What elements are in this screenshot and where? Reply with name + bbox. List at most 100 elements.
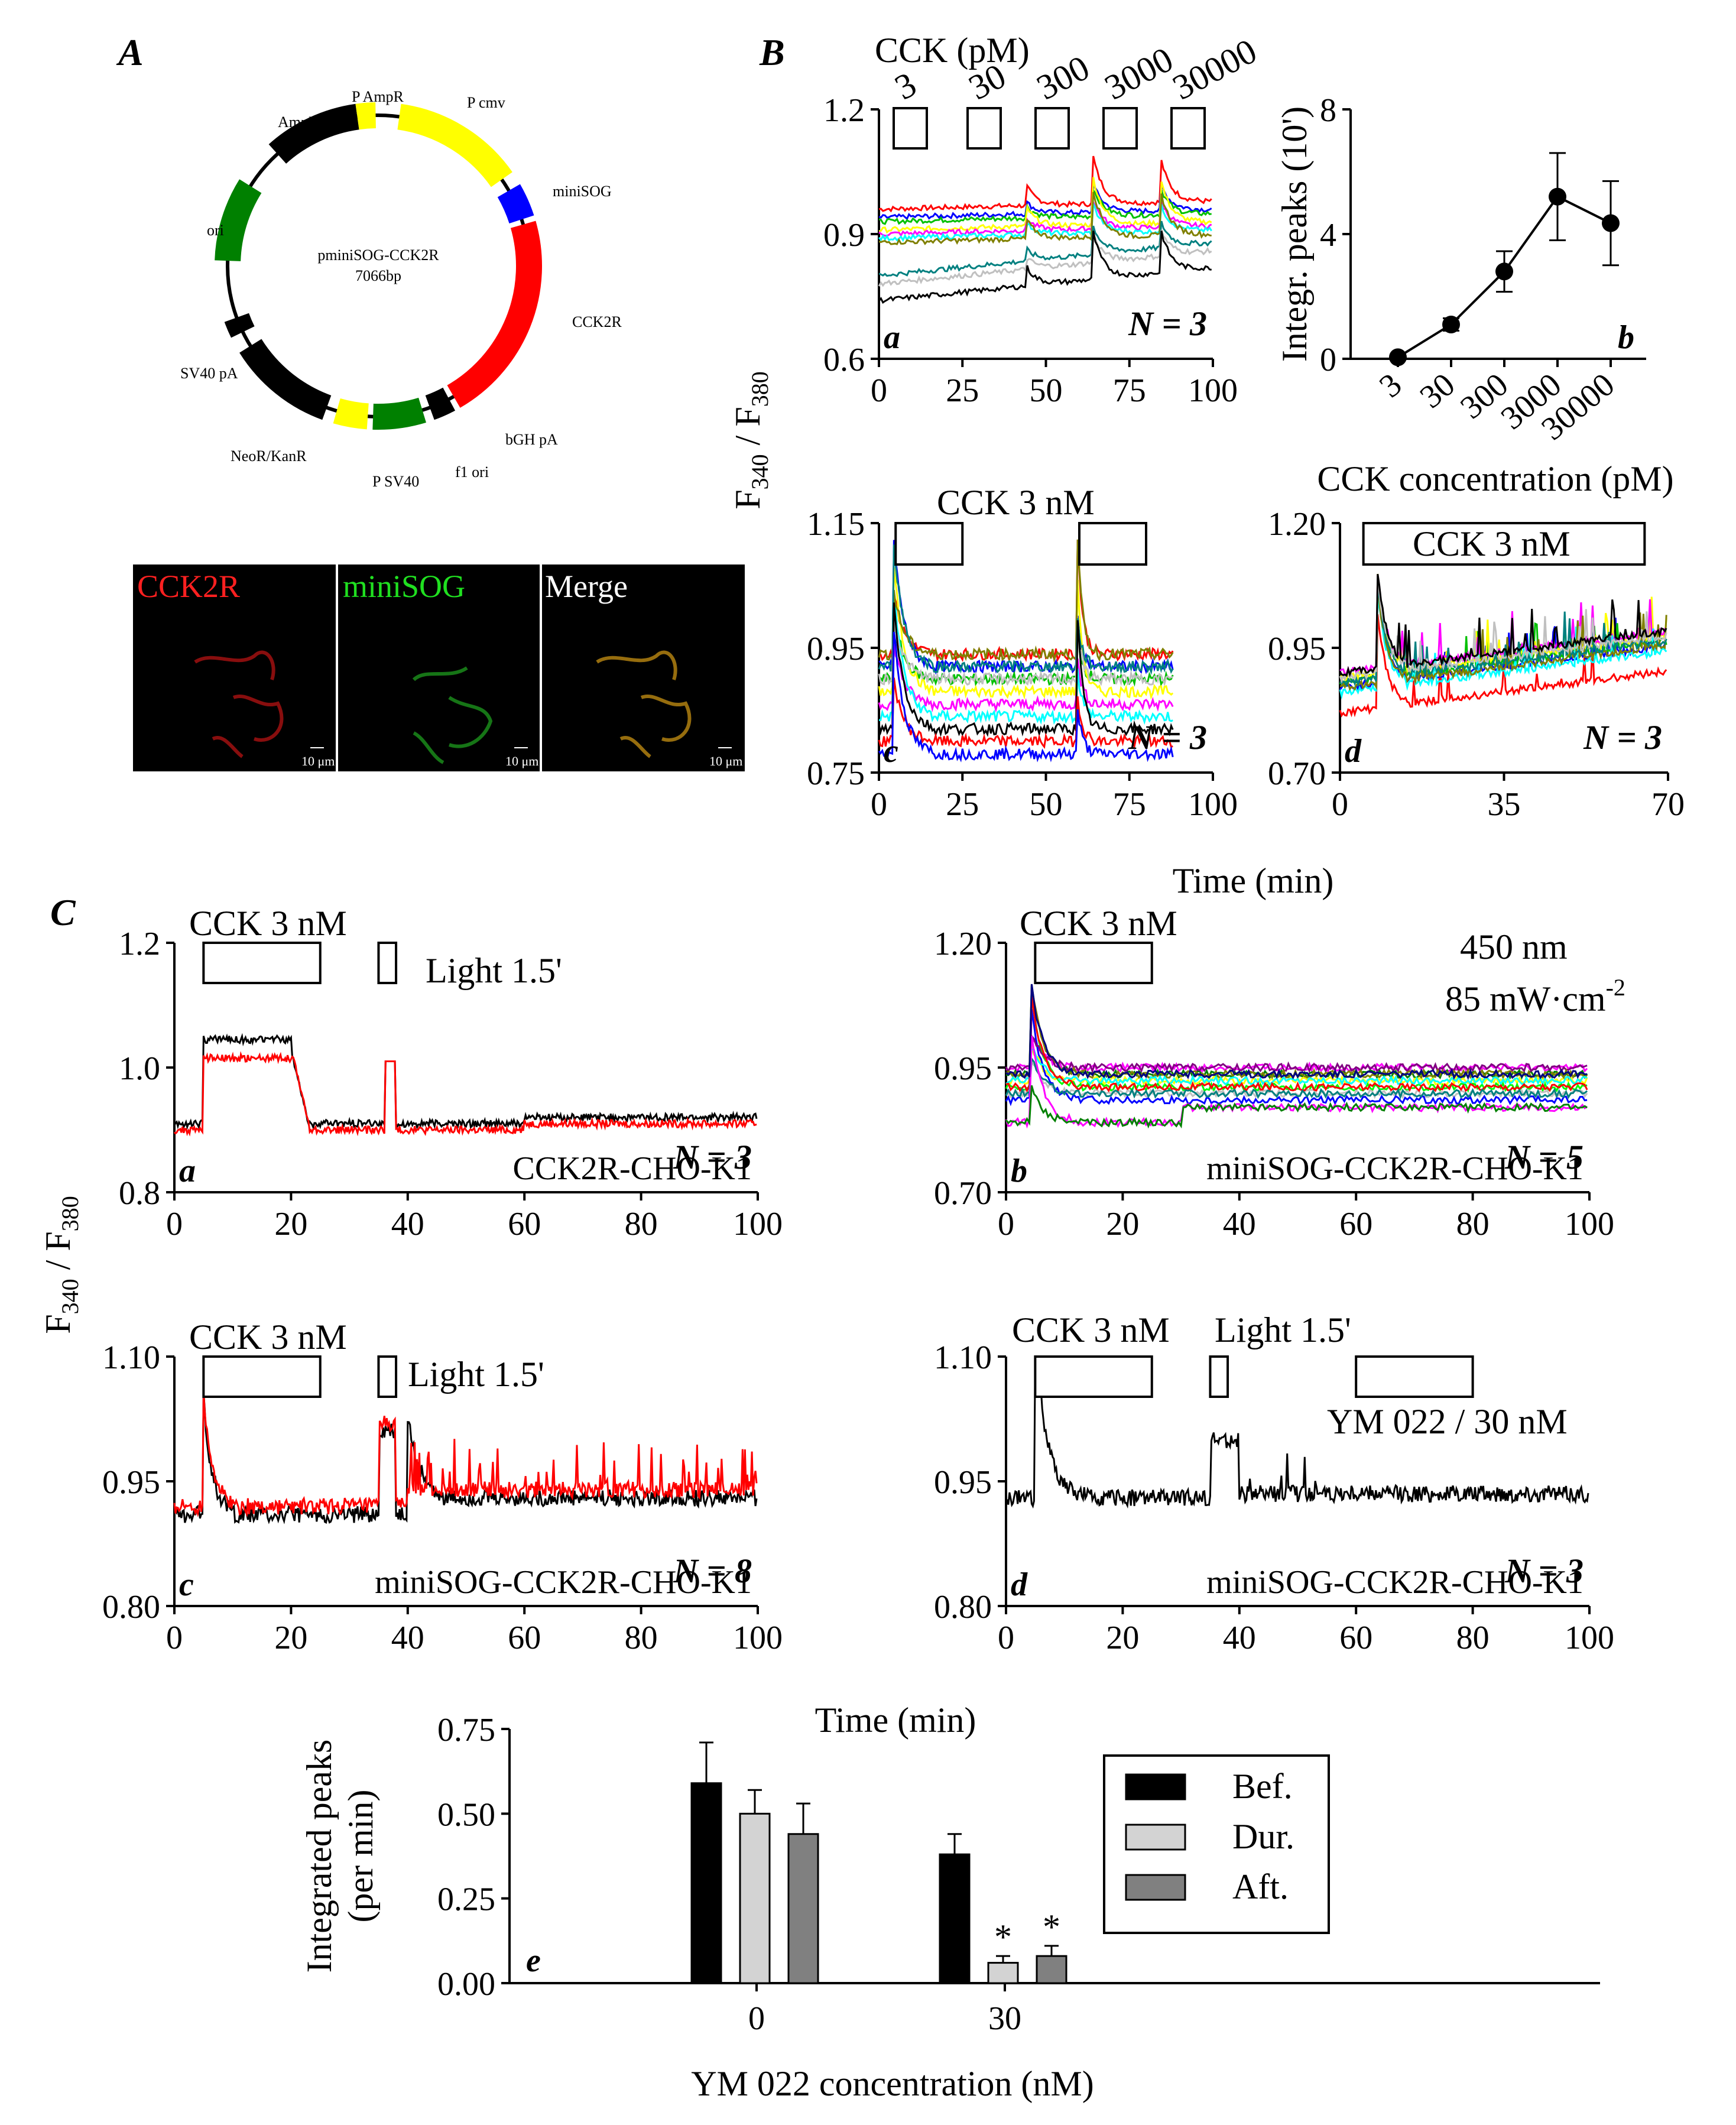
micrograph-label-cck2r: CCK2R [137,569,240,604]
annotation: CCK 3 nM [937,483,1095,522]
trace-9 [1339,573,1667,677]
trace-8 [878,614,1173,687]
n-label: N = 3 [673,1138,752,1176]
data-point [1442,315,1460,333]
x-axis-label: CCK concentration (pM) [1317,459,1673,498]
n-label: N = 3 [1583,718,1662,757]
chart-b-d: 0 35 70 0.70 0.95 1.20 d N = 3 CCK 3 nM [1268,506,1685,823]
stim-window-box [1102,107,1138,150]
n-label: N = 8 [673,1552,752,1590]
neor-kanr-feature [239,339,332,420]
light-window-box [377,942,398,984]
cell-signal-cck2r [194,650,284,758]
y-axis-label: Integr. peaks (10') [1275,106,1314,362]
cck2r-feature [447,220,542,408]
pampr-feature [355,102,377,130]
panel-sublabel: d [1345,733,1362,770]
trace-6 [1005,1034,1588,1074]
xlabel-time-c: Time (min) [815,1701,976,1740]
trace-1 [173,1051,757,1137]
stim-window-box [1362,522,1646,566]
y-tick-label: 1.20 [1268,506,1326,543]
annotation-light: Light 1.5' [1215,1310,1351,1349]
y-tick-label: 0.25 [437,1881,495,1918]
trace-3 [878,177,1212,234]
x-tick-label: 60 [508,1620,541,1656]
y-tick-label: 1.10 [102,1339,160,1376]
stim-window-box [202,1355,322,1398]
panel-sublabel: a [179,1153,196,1189]
stim-window-box [894,522,964,566]
legend-swatch [1125,1874,1186,1901]
trace-6 [878,539,1174,663]
x-tick-label: 80 [625,1620,658,1656]
plasmid-label-ori: ori [207,222,224,239]
y-tick-label: 0.00 [437,1966,495,2003]
trace-10 [1005,1056,1588,1100]
y-tick-label: 1.0 [119,1050,160,1087]
legend-label: Bef. [1232,1767,1293,1806]
x-tick-label: 30 [1413,366,1462,415]
plasmid-label-pampr: P AmpR [352,88,404,105]
bar [1036,1955,1067,1984]
f1-ori-feature [372,397,426,430]
plasmid-map: pminiSOG-CCK2R 7066bp P AmpR P cmv AmpR … [180,88,622,490]
x-tick-label: 70 [1651,786,1685,823]
light-window-box [377,1355,398,1398]
x-tick-label: 30 [988,2000,1021,2037]
light-window-box [1209,1355,1229,1398]
x-tick-label: 100 [1565,1206,1614,1242]
psv40-feature [333,398,369,430]
ym022-window-box [1355,1355,1474,1398]
scale-label-3: 10 μm [709,754,742,768]
data-point [1389,348,1407,366]
x-tick-label: 20 [1106,1206,1139,1242]
x-tick-label: 50 [1030,372,1063,409]
bar [787,1833,819,1984]
x-tick-label: 100 [1188,372,1238,409]
y-tick-label: 1.10 [934,1339,992,1376]
axes [1349,109,1646,360]
irradiance-label: 85 mW·cm-2 [1445,974,1625,1018]
x-tick-label: 0 [871,786,887,823]
cmv-promoter-feature [397,103,512,187]
plasmid-label-cck2r: CCK2R [572,313,622,330]
x-tick-label: 0 [871,372,887,409]
y-axis-label: Integrated peaks [300,1740,339,1973]
significance-marker: * [1043,1907,1060,1946]
y-tick-label: 1.20 [934,926,992,962]
annotation: CCK 3 nM [1020,904,1177,943]
scale-label-1: 10 μm [301,754,335,768]
stim-window-box [1034,107,1070,150]
x-tick-label: 0 [166,1206,183,1242]
y-tick-label: 0.95 [934,1464,992,1501]
plasmid-label-pcmv: P cmv [467,94,505,111]
y-tick-label: 0.6 [823,342,865,378]
x-tick-label: 60 [508,1206,541,1242]
plasmid-size: 7066bp [355,267,401,284]
panel-label-c: C [50,891,76,933]
stim-window-box [893,107,928,150]
micrograph-label-minisog: miniSOG [343,569,465,604]
trace-2 [878,187,1212,225]
x-tick-label: 3 [1372,366,1409,404]
x-tick-label: 100 [1188,786,1238,823]
y-tick-label: 0.70 [1268,755,1326,792]
x-tick-label: 100 [1565,1620,1614,1656]
stim-window-box [1170,107,1206,150]
stim-window-box [1034,942,1153,984]
panel-sublabel: d [1011,1566,1028,1603]
plasmid-label-ampr: AmpR [278,113,319,131]
x-axis-label: YM 022 concentration (nM) [691,2064,1094,2103]
x-tick-label: 100 [733,1620,783,1656]
significance-marker: * [994,1918,1012,1957]
xlabel-time-b: Time (min) [1173,861,1334,900]
annotation-ym022: YM 022 / 30 nM [1327,1402,1568,1441]
trace-8 [878,229,1212,287]
x-tick-label: 0 [748,2000,765,2037]
bar [987,1962,1019,1984]
trace-9 [1005,997,1588,1094]
wavelength-label: 450 nm [1460,927,1568,966]
